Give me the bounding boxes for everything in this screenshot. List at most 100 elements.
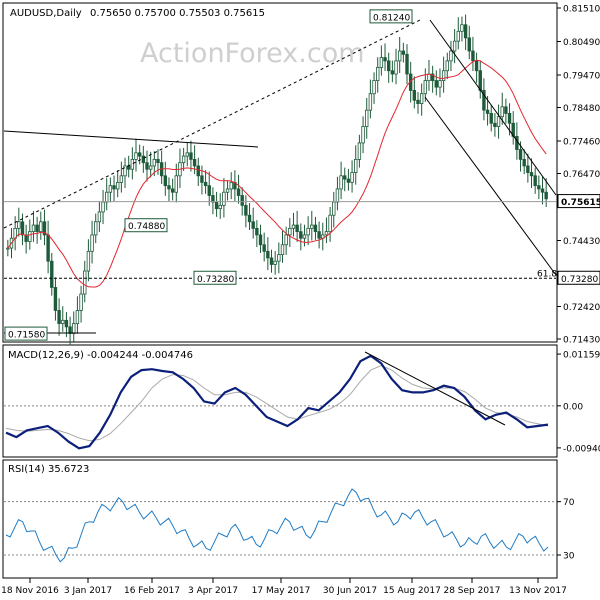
candle-body — [537, 185, 541, 190]
candle-body — [115, 181, 120, 190]
candle-body — [83, 270, 87, 295]
candle-body — [141, 155, 146, 164]
rsi-plot — [4, 488, 556, 563]
candle-body — [299, 231, 303, 239]
annotation-label: 0.81240 — [373, 13, 410, 23]
candle-body — [17, 221, 21, 229]
annotation-label: 0.71580 — [8, 331, 45, 341]
candle-body — [156, 158, 160, 164]
candle-body — [328, 214, 332, 233]
candle-body — [152, 158, 157, 167]
macd-signal-line — [5, 365, 549, 442]
candle-body — [441, 70, 446, 81]
candle-body — [335, 188, 340, 203]
candle-body — [339, 175, 343, 190]
candle-body — [306, 227, 310, 236]
candle-body — [90, 234, 94, 252]
macd-tick-label: -0.009408 — [563, 444, 600, 454]
candle-body — [266, 250, 270, 259]
candle-body — [229, 181, 233, 190]
candle-body — [280, 244, 285, 256]
candle-body — [203, 181, 208, 187]
candle-body — [478, 70, 482, 91]
candle-body — [6, 247, 10, 250]
candle-body — [225, 188, 230, 193]
rsi-tick-label: 30 — [563, 552, 575, 562]
rsi-label: RSI(14) 35.6723 — [8, 464, 89, 475]
falling-channel-lower — [424, 96, 557, 276]
candle-body — [134, 152, 138, 160]
macd-tick-label: 0.00 — [563, 402, 583, 412]
candle-body — [471, 50, 475, 62]
macd-label: MACD(12,26,9) -0.004244 -0.004746 — [8, 350, 193, 361]
price-plot: 61.8 0.75615 0.81240 0.74880 0.73280 0.71580 0… — [3, 9, 600, 346]
annotation-box — [124, 218, 168, 233]
candle-body — [20, 221, 25, 236]
candle-body — [317, 231, 321, 239]
candle-body — [105, 191, 109, 203]
annotation-label: 0.74880 — [128, 222, 165, 232]
candle-body — [189, 152, 193, 160]
candle-body — [200, 175, 204, 183]
candle-body — [379, 57, 384, 68]
candle-body — [474, 60, 479, 72]
candle-body — [255, 227, 259, 236]
candle-body — [269, 257, 274, 265]
candle-body — [251, 221, 255, 229]
candle-body — [148, 165, 153, 170]
candle-body — [137, 152, 142, 157]
annotation-box — [369, 9, 413, 24]
candle-body — [313, 224, 318, 233]
candle-body — [163, 175, 168, 187]
price-tick-label: 0.76470 — [563, 170, 600, 180]
candle-body — [496, 116, 501, 127]
annotation-box — [193, 270, 237, 285]
price-header: AUDUSD,Daily 0.75650 0.75700 0.75503 0.7… — [10, 8, 265, 19]
candle-body — [64, 319, 69, 328]
price-tick-label: 0.74430 — [563, 237, 600, 247]
current-price-box — [557, 194, 600, 209]
candle-body — [68, 326, 72, 334]
candle-body — [445, 60, 449, 72]
candle-body — [170, 188, 175, 193]
candle-body — [123, 165, 127, 177]
candle-body — [101, 201, 105, 213]
macd-trendline — [364, 351, 506, 426]
x-tick-label: 16 Feb 2017 — [124, 586, 180, 596]
candle-body — [489, 113, 493, 124]
candle-body — [130, 158, 135, 170]
candle-body — [332, 201, 336, 216]
candle-body — [181, 155, 186, 164]
candle-body — [284, 234, 288, 246]
candle-body — [53, 287, 58, 311]
candle-body — [394, 60, 398, 75]
annotation-label: 0.73280 — [197, 275, 234, 285]
candle-body — [236, 188, 241, 196]
x-tick-label: 3 Jan 2017 — [64, 586, 112, 596]
candle-body — [214, 201, 219, 210]
price-tick-label: 0.77460 — [563, 137, 600, 147]
candle-body — [540, 188, 545, 193]
candle-body — [350, 172, 354, 183]
candle-body — [218, 204, 222, 210]
candle-body — [515, 135, 519, 150]
candle-body — [390, 70, 395, 75]
candle-body — [79, 293, 83, 311]
candle-body — [526, 165, 530, 173]
candle-body — [119, 175, 124, 183]
rsi-panel-frame — [2, 459, 558, 579]
candle-body — [438, 80, 442, 88]
rsi-axis: 70 30 — [557, 498, 575, 562]
macd-axis: 0.01159 0.00 -0.009408 — [557, 351, 600, 454]
candle-body — [419, 93, 424, 104]
candle-body — [277, 254, 281, 262]
x-tick-label: 17 May 2017 — [252, 586, 311, 596]
candle-body — [423, 80, 428, 95]
candle-body — [397, 50, 402, 62]
candle-body — [507, 113, 512, 124]
candle-body — [196, 165, 200, 177]
macd-tick-label: 0.01159 — [563, 351, 600, 361]
candle-body — [405, 53, 409, 75]
symbol-title: AUDUSD,Daily — [10, 8, 82, 19]
